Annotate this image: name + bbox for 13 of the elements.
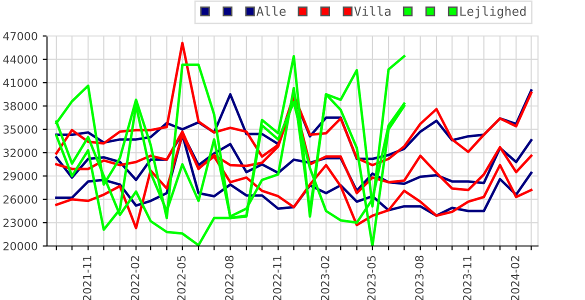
y-tick-label: 47000: [3, 32, 38, 40]
legend-label: Villa: [354, 6, 390, 16]
legend-label: Lejlighed: [460, 6, 526, 18]
y-tick-label: 20000: [3, 242, 38, 250]
y-tick-label: 38000: [3, 102, 38, 110]
y-tick-label: 35000: [3, 125, 38, 134]
y-tick-label: 41000: [3, 78, 38, 88]
y-tick-label: 32000: [3, 148, 38, 158]
y-tick-label: 44000: [3, 55, 38, 64]
legend-label: Alle: [256, 6, 286, 16]
y-tick-label: 23000: [3, 218, 38, 228]
y-tick-label: 26000: [3, 195, 38, 204]
y-tick-label: 29000: [3, 172, 38, 180]
